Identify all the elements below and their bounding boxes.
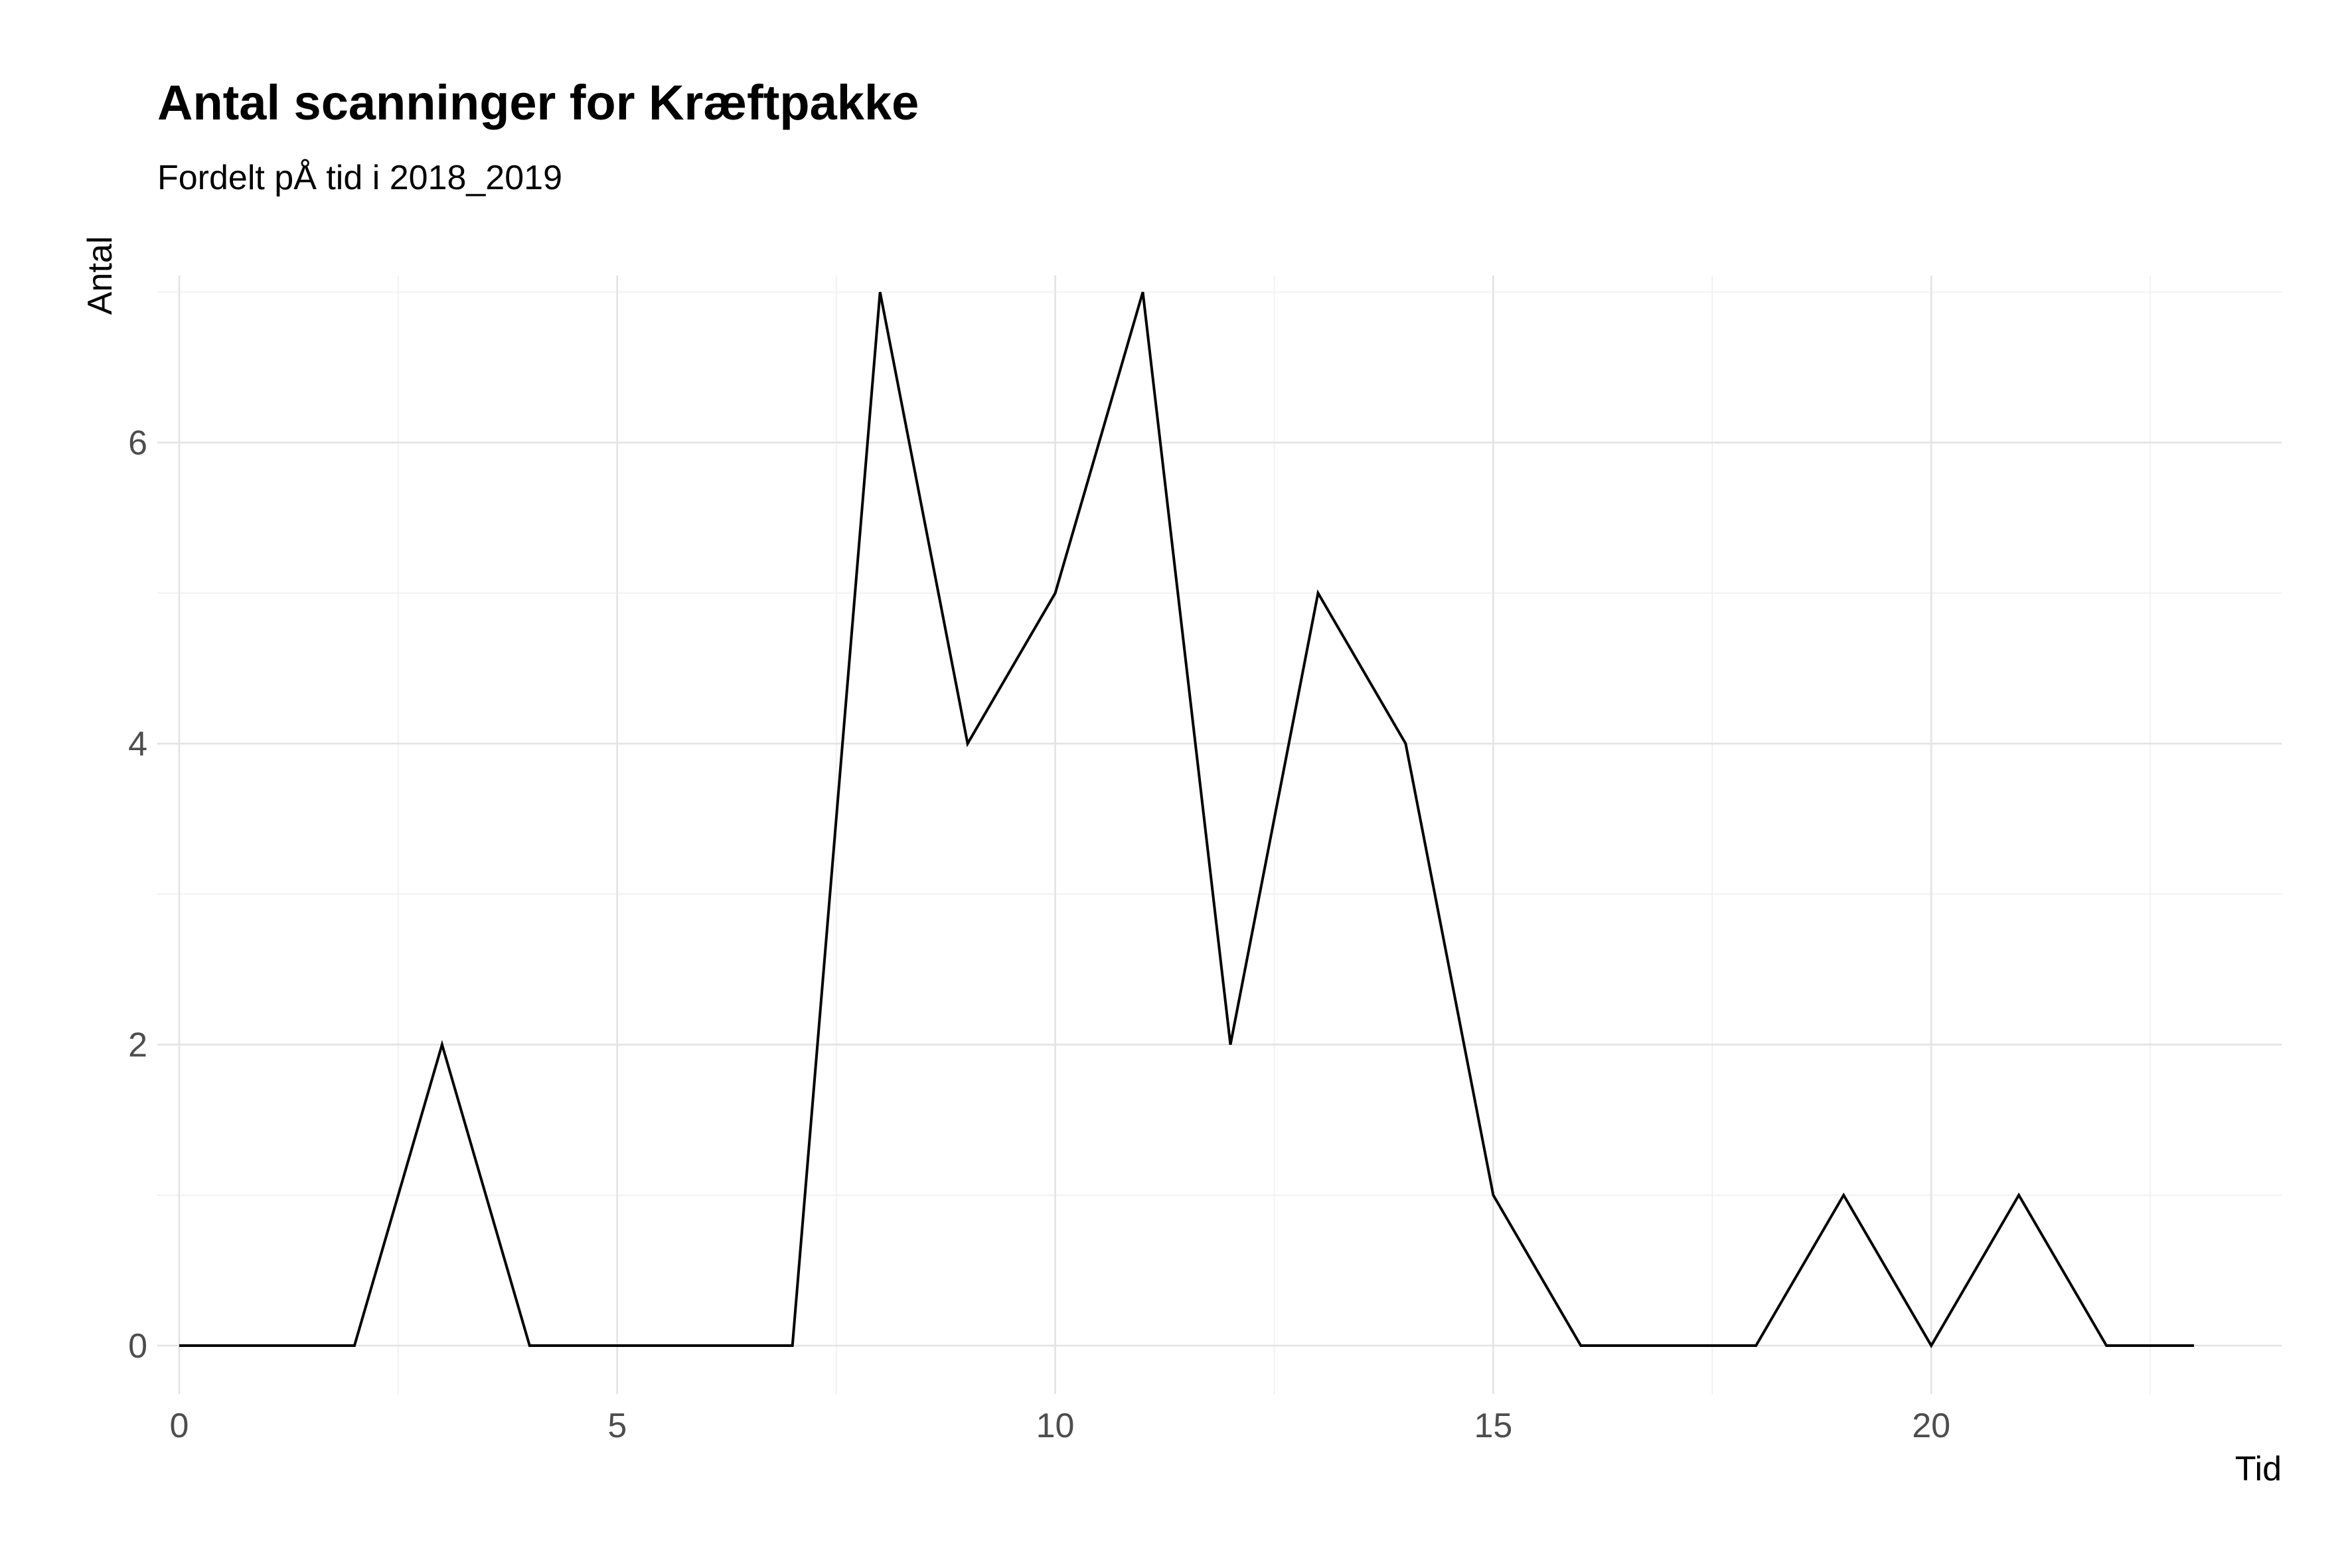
data-point (1577, 1342, 1585, 1350)
data-point (1314, 589, 1322, 597)
data-point (613, 1342, 621, 1350)
series-line (179, 291, 2194, 1348)
data-point (1401, 740, 1409, 747)
x-tick-label: 20 (1912, 1407, 1950, 1445)
data-point (1840, 1191, 1847, 1199)
data-point (701, 1342, 709, 1350)
x-tick-label: 5 (607, 1407, 627, 1445)
data-point (2190, 1342, 2198, 1350)
data-point (1664, 1342, 1672, 1350)
data-point (1139, 288, 1147, 296)
data-point (526, 1342, 534, 1350)
data-point (876, 288, 884, 296)
tick-labels: 0 5 10 15 20 0 2 4 6 (128, 424, 1950, 1445)
data-point (1489, 1191, 1497, 1199)
y-tick-label: 6 (128, 424, 147, 463)
x-tick-label: 0 (170, 1407, 189, 1445)
x-tick-label: 15 (1474, 1407, 1512, 1445)
series (175, 288, 2198, 1350)
data-point (1752, 1342, 1760, 1350)
grid (157, 275, 2282, 1394)
data-point (1927, 1342, 1935, 1350)
data-point (351, 1342, 358, 1350)
data-point (789, 1342, 797, 1350)
x-axis-title: Tid (2235, 1450, 2282, 1488)
data-point (438, 1041, 446, 1049)
y-tick-label: 0 (128, 1327, 147, 1366)
y-tick-label: 4 (128, 725, 147, 763)
data-point (1226, 1041, 1234, 1049)
chart-title: Antal scanninger for Kræftpakke (157, 75, 919, 130)
data-point (2015, 1191, 2023, 1199)
x-tick-label: 10 (1036, 1407, 1075, 1445)
chart-subtitle: Fordelt pÅ tid i 2018_2019 (157, 159, 562, 197)
y-tick-label: 2 (128, 1026, 147, 1065)
data-point (263, 1342, 271, 1350)
data-point (2102, 1342, 2110, 1350)
data-point (175, 1342, 183, 1350)
y-axis-title: Antal (81, 236, 119, 315)
data-point (1052, 589, 1059, 597)
data-point (964, 740, 972, 747)
